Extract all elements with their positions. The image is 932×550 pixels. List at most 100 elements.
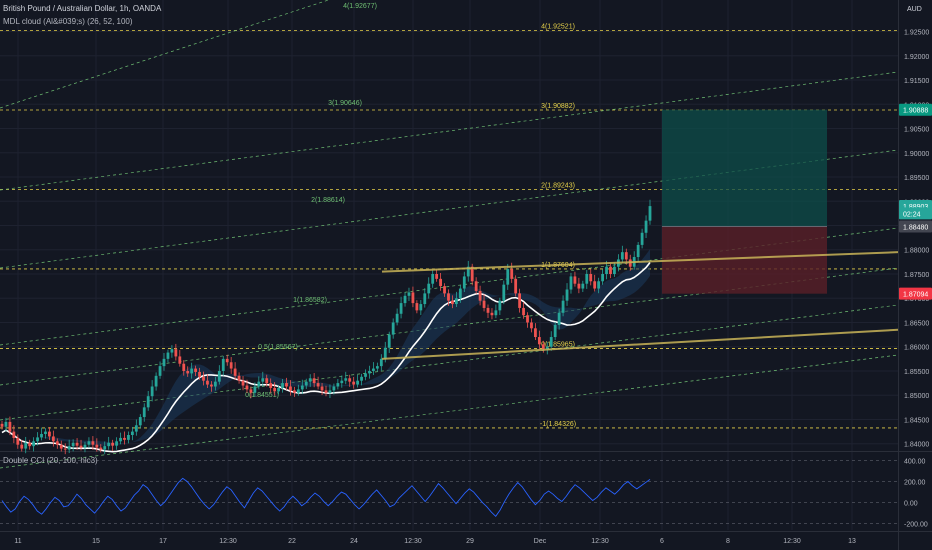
currency-label[interactable]: AUD bbox=[907, 6, 922, 13]
candle-body bbox=[403, 295, 407, 304]
candle-body bbox=[537, 337, 541, 345]
trend-upper bbox=[381, 251, 899, 273]
candle-body bbox=[364, 373, 367, 377]
candle bbox=[225, 354, 229, 366]
symbol-title[interactable]: British Pound / Australian Dollar, 1h, O… bbox=[3, 4, 162, 13]
candle bbox=[186, 366, 190, 377]
time-axis[interactable]: 11 15 17 12:30 22 24 12:30 29 Dec 12:30 6 8 12:30 13 bbox=[0, 531, 932, 546]
candle-body bbox=[194, 368, 198, 372]
time-tick: 24 bbox=[350, 538, 358, 545]
candle-body bbox=[123, 437, 126, 440]
cci-panel: 400.00 200.00 0.00 -200.00 bbox=[0, 458, 928, 529]
candle-body bbox=[107, 442, 111, 447]
candle-body bbox=[435, 273, 439, 279]
candle-body bbox=[356, 380, 360, 385]
candle bbox=[474, 277, 478, 294]
candle-body bbox=[581, 283, 585, 289]
candle bbox=[304, 378, 308, 390]
candle bbox=[415, 300, 419, 314]
candle-body bbox=[379, 358, 383, 367]
candle-body bbox=[83, 444, 87, 448]
candle-body bbox=[308, 378, 312, 382]
candle-body bbox=[407, 292, 411, 296]
indicator-title[interactable]: MDL cloud (Al&#039;s) (26, 52, 100) bbox=[3, 17, 133, 26]
candle-body bbox=[399, 303, 403, 314]
candle bbox=[391, 318, 395, 339]
candle-body bbox=[217, 370, 221, 382]
candle bbox=[154, 372, 158, 391]
candle bbox=[585, 269, 589, 289]
candle-body bbox=[20, 444, 24, 449]
candle bbox=[44, 428, 47, 439]
candle-body bbox=[4, 421, 8, 427]
candle bbox=[526, 312, 529, 328]
candle-body bbox=[605, 266, 608, 274]
candle bbox=[285, 377, 288, 390]
candle-body bbox=[24, 442, 28, 449]
candle-body bbox=[127, 434, 130, 440]
fib-channel-line bbox=[0, 227, 899, 346]
candle-body bbox=[63, 448, 67, 450]
candle-body bbox=[462, 276, 466, 289]
candle-body bbox=[577, 283, 581, 289]
candle bbox=[95, 438, 99, 452]
candle-body bbox=[32, 441, 36, 447]
candle-body bbox=[300, 385, 304, 390]
candle-body bbox=[150, 386, 154, 397]
candle-body bbox=[269, 383, 273, 388]
time-tick: 8 bbox=[726, 538, 730, 545]
cci-title[interactable]: Double CCI (20, 100, hlc3) bbox=[3, 456, 98, 465]
candle-body bbox=[372, 368, 375, 371]
candle-body bbox=[304, 381, 308, 386]
candle-body bbox=[0, 423, 4, 427]
candle bbox=[71, 439, 75, 452]
candle bbox=[534, 323, 537, 340]
candle bbox=[648, 199, 652, 225]
candle bbox=[130, 426, 134, 441]
candle bbox=[281, 379, 284, 393]
candle-body bbox=[213, 381, 217, 387]
candle bbox=[257, 376, 261, 390]
candle bbox=[593, 274, 597, 292]
candle-body bbox=[557, 312, 561, 325]
candle-body bbox=[344, 378, 348, 381]
candle-body bbox=[134, 425, 138, 432]
candle-body bbox=[597, 281, 601, 289]
candle bbox=[237, 372, 241, 384]
candle bbox=[407, 287, 411, 302]
candle-body bbox=[522, 307, 525, 316]
candle-body bbox=[138, 417, 142, 426]
candle bbox=[466, 260, 470, 282]
candle bbox=[609, 263, 612, 279]
candle-body bbox=[55, 441, 59, 445]
trend-channel[interactable] bbox=[381, 251, 899, 360]
candles bbox=[0, 199, 652, 455]
candle bbox=[589, 268, 593, 286]
candle bbox=[557, 308, 561, 330]
candle bbox=[190, 362, 194, 379]
candle-body bbox=[119, 437, 122, 442]
price-badge-text: 1.88480 bbox=[903, 224, 928, 231]
price-axis[interactable]: 1.925001.920001.915001.910001.905001.900… bbox=[899, 30, 932, 449]
fib-channel-line bbox=[0, 354, 899, 469]
candle bbox=[356, 374, 360, 388]
candle bbox=[502, 280, 506, 305]
candle bbox=[419, 299, 423, 316]
price-badge-bg bbox=[899, 207, 932, 220]
candle-body bbox=[458, 288, 462, 299]
candle bbox=[265, 374, 269, 387]
price-tick: 1.88000 bbox=[904, 248, 929, 255]
candle bbox=[134, 419, 138, 436]
candle-body bbox=[518, 293, 522, 308]
candle bbox=[194, 365, 198, 377]
candle bbox=[12, 425, 16, 444]
candle bbox=[340, 375, 344, 388]
candle bbox=[320, 383, 324, 396]
long-position-tool[interactable] bbox=[662, 109, 827, 294]
fib-label: 4(1.92521) bbox=[541, 24, 575, 31]
candle-body bbox=[541, 344, 545, 350]
candle bbox=[253, 382, 257, 397]
candle bbox=[498, 297, 502, 316]
candle bbox=[296, 384, 300, 396]
